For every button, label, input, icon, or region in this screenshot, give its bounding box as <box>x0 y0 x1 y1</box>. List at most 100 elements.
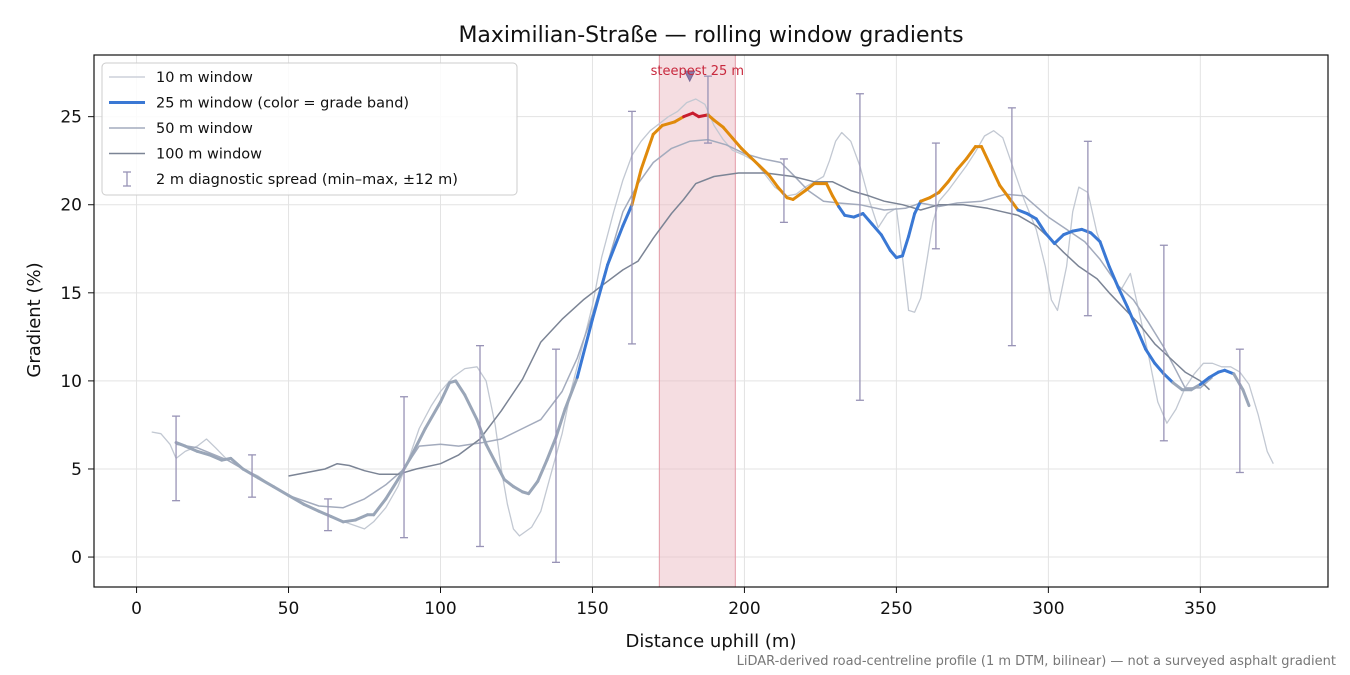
series-segment <box>791 189 807 201</box>
series-segment <box>888 249 898 260</box>
series-segment <box>900 234 911 258</box>
series-segment <box>220 456 233 462</box>
series-segment <box>824 182 835 198</box>
series-segment <box>463 393 479 422</box>
spread-errorbar <box>1083 140 1092 317</box>
series-segment <box>1043 231 1056 245</box>
y-tick-label: 15 <box>60 284 82 304</box>
series-segment <box>1034 217 1047 235</box>
series-segment <box>438 381 452 404</box>
series-segment <box>928 190 941 200</box>
series-25-m-window-color-grade-band <box>174 111 1251 524</box>
series-segment <box>317 509 333 519</box>
series-segment <box>1062 229 1075 237</box>
series-segment <box>606 224 625 267</box>
x-tick-label: 150 <box>576 599 608 619</box>
series-segment <box>484 442 497 464</box>
footnote: LiDAR-derived road-centreline profile (1… <box>737 654 1336 669</box>
series-segment <box>651 123 664 136</box>
series-segment <box>302 502 321 513</box>
series-segment <box>673 115 686 124</box>
series-segment <box>502 478 515 489</box>
series-segment <box>256 476 275 489</box>
series-segment <box>964 145 977 161</box>
series-segment <box>682 111 695 119</box>
series-segment <box>980 145 993 168</box>
series-segment <box>1071 227 1084 233</box>
series-segment <box>697 113 710 119</box>
series-segment <box>183 444 199 453</box>
x-tick-label: 0 <box>131 599 142 619</box>
series-segment <box>1107 264 1120 290</box>
series-segment <box>207 453 224 462</box>
series-segment <box>919 196 932 203</box>
series-segment <box>372 497 388 517</box>
legend-entry: 2 m diagnostic spread (min–max, ±12 m) <box>123 171 458 188</box>
steepest-highlight <box>658 54 736 588</box>
marker-layer: steepest 25 m <box>651 64 744 83</box>
series-segment <box>563 375 579 411</box>
series-segment <box>554 407 567 439</box>
legend-entry: 100 m window <box>109 147 262 163</box>
legend-box <box>101 62 518 196</box>
series-segment <box>749 155 762 168</box>
spread-errorbar <box>1235 348 1244 474</box>
series-segment <box>758 164 771 177</box>
series-segment <box>1089 231 1102 244</box>
axes: 0 50 100 150 200 250 300 350 0 5 10 15 20 25 <box>60 54 1329 619</box>
series-segment <box>1016 208 1029 216</box>
series-segment <box>536 458 549 483</box>
series-segment <box>353 513 370 522</box>
y-axis-label: Gradient (%) <box>24 262 45 377</box>
chart-title: Maximilian-Straße — rolling window gradi… <box>458 23 963 48</box>
diagnostic-spread <box>172 75 1244 563</box>
series-segment <box>1171 381 1184 392</box>
spread-errorbar <box>172 415 181 502</box>
series-segment <box>1232 372 1245 392</box>
series-segment <box>1162 372 1175 385</box>
legend-label: 10 m window <box>156 70 253 86</box>
steepest-label: steepest 25 m <box>651 64 744 79</box>
series-segment <box>575 317 594 379</box>
legend-entry: 25 m window (color = grade band) <box>109 96 409 112</box>
series-segment <box>545 435 558 462</box>
series-segment <box>1007 196 1020 212</box>
y-tick-label: 5 <box>71 460 82 480</box>
x-tick-label: 50 <box>278 599 300 619</box>
spread-errorbar <box>476 345 485 548</box>
spread-errorbar <box>248 454 257 498</box>
series-segment <box>1125 305 1139 330</box>
x-tick-label: 200 <box>728 599 760 619</box>
series-segment <box>989 164 1002 187</box>
series-segment <box>1144 347 1157 365</box>
spread-errorbar <box>779 158 788 224</box>
series-segment <box>913 199 923 216</box>
series-segment <box>803 182 816 193</box>
series-segment <box>843 213 856 219</box>
legend-entry: 10 m window <box>109 70 253 86</box>
series-segment <box>861 212 874 226</box>
x-axis-label: Distance uphill (m) <box>626 631 797 652</box>
spread-errorbar <box>1007 107 1016 347</box>
series-segment <box>475 418 488 446</box>
legend-label: 100 m window <box>156 147 262 163</box>
series-segment <box>1116 286 1129 309</box>
spread-errorbar <box>551 348 560 563</box>
series-segment <box>937 180 950 194</box>
series-segment <box>739 146 753 159</box>
series-segment <box>1098 240 1111 268</box>
series-segment <box>329 515 345 524</box>
series-segment <box>776 185 789 200</box>
series-segment <box>174 441 187 448</box>
series-segment <box>998 183 1011 200</box>
series-segment <box>946 168 959 184</box>
spread-errorbar <box>400 396 409 539</box>
series-segment <box>1135 326 1148 351</box>
highlight-band <box>658 54 736 588</box>
x-tick-label: 300 <box>1032 599 1064 619</box>
spread-errorbar <box>324 498 333 532</box>
series-segment <box>287 493 306 506</box>
series-segment <box>1223 368 1236 376</box>
series-segment <box>955 157 968 172</box>
spread-errorbar <box>627 110 636 345</box>
